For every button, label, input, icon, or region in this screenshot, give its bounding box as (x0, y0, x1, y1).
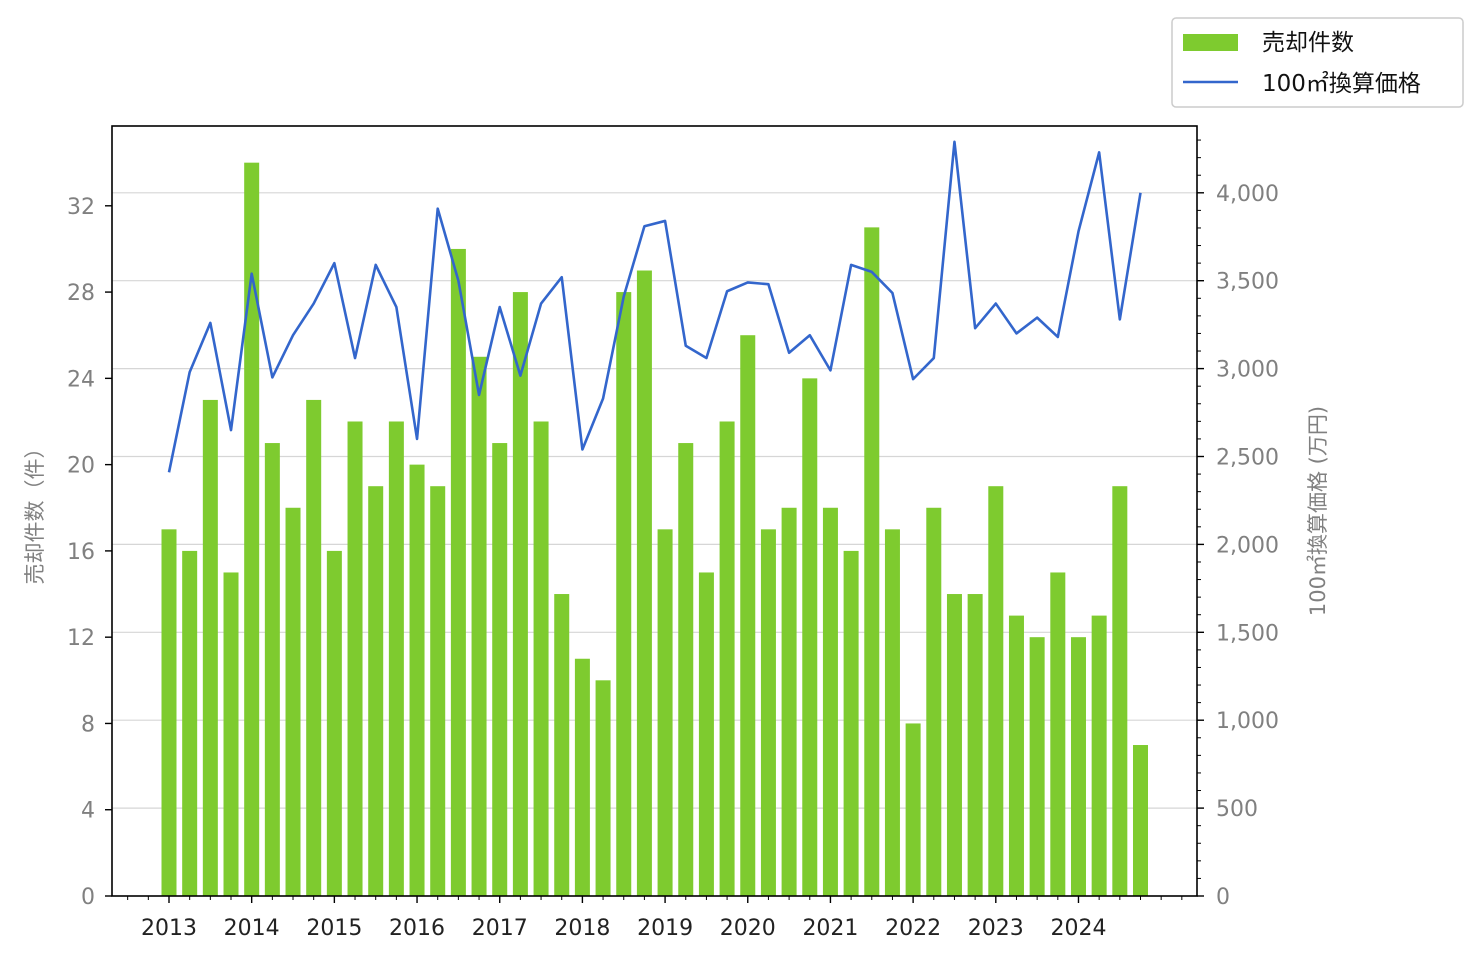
x-tick-label: 2018 (554, 916, 610, 941)
bar (802, 378, 818, 897)
plot-frame (111, 125, 1198, 897)
bar (1091, 615, 1107, 896)
bar (636, 270, 652, 897)
right-tick-label: 2,500 (1216, 446, 1279, 471)
x-tick-label: 2016 (389, 916, 445, 941)
left-tick-label: 8 (81, 712, 95, 737)
legend-bar-swatch (1183, 34, 1238, 51)
x-tick-label: 2013 (141, 916, 197, 941)
x-tick-label: 2021 (802, 916, 858, 941)
left-tick-label: 20 (67, 454, 95, 479)
x-tick-label: 2014 (224, 916, 280, 941)
bar (822, 507, 838, 896)
bar (347, 421, 363, 896)
bar (946, 594, 962, 896)
right-tick-label: 2,000 (1216, 533, 1279, 558)
bar (616, 292, 632, 896)
bar (202, 399, 218, 896)
bar (492, 443, 508, 896)
bar (430, 486, 446, 896)
legend-box (1171, 17, 1464, 108)
bar (698, 572, 714, 896)
bar (326, 550, 342, 896)
bar (884, 529, 900, 896)
bar (368, 486, 384, 896)
bar (719, 421, 735, 896)
bar (843, 550, 859, 896)
bar (574, 658, 590, 896)
bar (409, 464, 425, 896)
bar (388, 421, 404, 896)
right-tick-label: 3,500 (1216, 270, 1279, 295)
x-tick-label: 2022 (885, 916, 941, 941)
bar (223, 572, 239, 896)
bar-series (161, 162, 1148, 897)
bar (471, 356, 487, 896)
right-tick-label: 500 (1216, 797, 1258, 822)
bar (1070, 637, 1086, 896)
x-tick-label: 2024 (1050, 916, 1106, 941)
bar (988, 486, 1004, 896)
bar (905, 723, 921, 896)
bar (450, 248, 466, 897)
bar (595, 680, 611, 896)
right-tick-label: 1,500 (1216, 621, 1279, 646)
bar (1008, 615, 1024, 896)
left-axis-title: 売却件数（件） (23, 438, 47, 585)
bar (678, 443, 694, 896)
bar (264, 443, 280, 896)
x-tick-label: 2017 (472, 916, 528, 941)
bar (967, 594, 983, 896)
left-tick-label: 24 (67, 367, 95, 392)
right-tick-label: 4,000 (1216, 182, 1279, 207)
bar (1132, 745, 1148, 896)
bar (760, 529, 776, 896)
bar (285, 507, 301, 896)
left-y-axis: 0 4 8 12 16 20 24 28 32 (67, 195, 112, 910)
bar (740, 335, 756, 896)
bar (533, 421, 549, 896)
bar (1029, 637, 1045, 896)
left-tick-label: 32 (67, 195, 95, 220)
x-tick-label: 2015 (306, 916, 362, 941)
left-tick-label: 4 (81, 799, 95, 824)
bar (244, 162, 260, 896)
left-tick-label: 12 (67, 626, 95, 651)
right-y-axis: 0 500 1,000 1,500 2,000 2,500 3,000 3,500 4,000 (1197, 139, 1279, 910)
bar (864, 227, 880, 896)
legend-line-label: 100㎡換算価格 (1262, 71, 1421, 97)
bar (306, 399, 322, 896)
bar (512, 292, 528, 896)
x-tick-label: 2023 (968, 916, 1024, 941)
bar (1112, 486, 1128, 896)
bar (554, 594, 570, 896)
left-tick-label: 16 (67, 540, 95, 565)
right-tick-label: 1,000 (1216, 709, 1279, 734)
x-tick-label: 2019 (637, 916, 693, 941)
line-series (167, 140, 1142, 473)
right-tick-label: 3,000 (1216, 358, 1279, 383)
right-tick-label: 0 (1216, 885, 1230, 910)
left-tick-label: 0 (81, 885, 95, 910)
bar (1050, 572, 1066, 896)
bar (781, 507, 797, 896)
bar (161, 529, 177, 896)
legend: 売却件数 100㎡換算価格 (1171, 17, 1464, 108)
x-tick-label: 2020 (720, 916, 776, 941)
bar (182, 550, 198, 896)
price-line (167, 140, 1142, 473)
x-axis: 2013 2014 2015 2016 2017 2018 2019 2020 2021 2022… (127, 896, 1183, 941)
bar (657, 529, 673, 896)
bar (926, 507, 942, 896)
right-axis-title: 100㎡換算価格 (万円) (1306, 406, 1330, 616)
left-tick-label: 28 (67, 281, 95, 306)
legend-bar-label: 売却件数 (1262, 30, 1354, 56)
